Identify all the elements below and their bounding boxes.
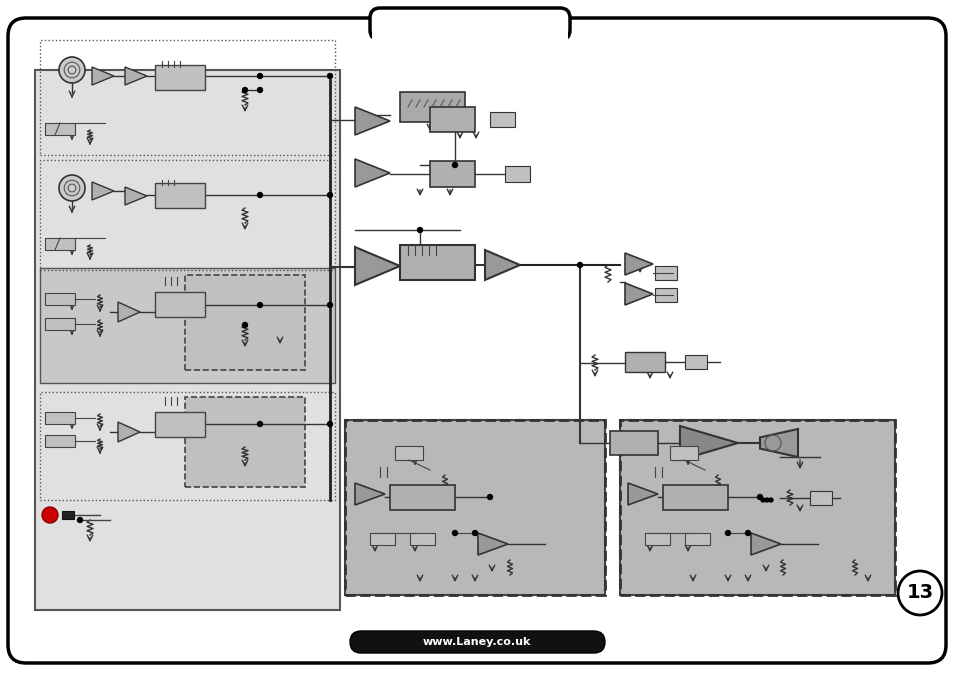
FancyBboxPatch shape <box>45 238 75 250</box>
FancyBboxPatch shape <box>399 245 475 280</box>
FancyBboxPatch shape <box>655 266 677 280</box>
FancyBboxPatch shape <box>684 533 709 545</box>
FancyBboxPatch shape <box>809 491 831 505</box>
FancyBboxPatch shape <box>350 631 604 653</box>
Circle shape <box>327 302 333 308</box>
Circle shape <box>768 498 772 502</box>
FancyBboxPatch shape <box>345 420 604 595</box>
Polygon shape <box>91 67 113 85</box>
Circle shape <box>257 74 262 78</box>
FancyBboxPatch shape <box>45 123 75 135</box>
FancyBboxPatch shape <box>399 92 464 122</box>
Polygon shape <box>750 533 781 555</box>
FancyBboxPatch shape <box>372 33 567 43</box>
FancyBboxPatch shape <box>370 8 569 40</box>
FancyBboxPatch shape <box>624 352 664 372</box>
Text: www.Laney.co.uk: www.Laney.co.uk <box>422 637 531 647</box>
FancyBboxPatch shape <box>185 397 305 487</box>
Polygon shape <box>125 67 147 85</box>
Polygon shape <box>760 429 797 457</box>
Circle shape <box>724 531 730 535</box>
FancyBboxPatch shape <box>35 70 339 610</box>
FancyBboxPatch shape <box>45 293 75 305</box>
Polygon shape <box>91 182 113 200</box>
Polygon shape <box>484 250 519 280</box>
Circle shape <box>242 88 247 92</box>
FancyBboxPatch shape <box>619 420 894 595</box>
Circle shape <box>327 74 333 78</box>
FancyBboxPatch shape <box>8 18 945 663</box>
Circle shape <box>42 507 58 523</box>
FancyBboxPatch shape <box>390 485 455 510</box>
Polygon shape <box>355 483 385 505</box>
FancyBboxPatch shape <box>430 161 475 187</box>
Circle shape <box>257 192 262 198</box>
Polygon shape <box>118 422 140 442</box>
Circle shape <box>327 421 333 427</box>
Circle shape <box>452 531 457 535</box>
FancyBboxPatch shape <box>45 435 75 447</box>
FancyBboxPatch shape <box>154 292 205 317</box>
FancyBboxPatch shape <box>154 412 205 437</box>
Circle shape <box>242 323 247 327</box>
FancyBboxPatch shape <box>40 268 335 383</box>
Circle shape <box>897 571 941 615</box>
FancyBboxPatch shape <box>504 166 530 182</box>
Circle shape <box>744 531 750 535</box>
FancyBboxPatch shape <box>490 112 515 127</box>
FancyBboxPatch shape <box>609 431 658 455</box>
Polygon shape <box>477 533 507 555</box>
FancyBboxPatch shape <box>430 107 475 132</box>
FancyBboxPatch shape <box>62 511 74 519</box>
Circle shape <box>417 227 422 232</box>
Circle shape <box>59 175 85 201</box>
FancyBboxPatch shape <box>395 446 422 460</box>
Circle shape <box>257 421 262 427</box>
Polygon shape <box>355 247 399 285</box>
Circle shape <box>760 498 764 502</box>
FancyBboxPatch shape <box>370 533 395 545</box>
Polygon shape <box>624 253 652 275</box>
FancyBboxPatch shape <box>644 533 669 545</box>
Polygon shape <box>624 283 652 305</box>
Circle shape <box>577 263 582 267</box>
FancyBboxPatch shape <box>45 412 75 424</box>
FancyBboxPatch shape <box>662 485 727 510</box>
Circle shape <box>764 498 768 502</box>
FancyBboxPatch shape <box>669 446 698 460</box>
Circle shape <box>472 531 477 535</box>
FancyBboxPatch shape <box>410 533 435 545</box>
Circle shape <box>257 302 262 308</box>
FancyBboxPatch shape <box>684 355 706 369</box>
FancyBboxPatch shape <box>154 65 205 90</box>
Polygon shape <box>679 426 738 460</box>
FancyBboxPatch shape <box>655 288 677 302</box>
FancyBboxPatch shape <box>45 318 75 330</box>
Circle shape <box>452 163 457 167</box>
Polygon shape <box>355 107 390 135</box>
FancyBboxPatch shape <box>154 183 205 208</box>
Circle shape <box>327 192 333 198</box>
Circle shape <box>59 57 85 83</box>
FancyBboxPatch shape <box>185 275 305 370</box>
Circle shape <box>757 495 761 500</box>
Polygon shape <box>355 159 390 187</box>
Polygon shape <box>125 187 147 205</box>
Circle shape <box>487 495 492 500</box>
Polygon shape <box>627 483 658 505</box>
Circle shape <box>257 88 262 92</box>
Text: 13: 13 <box>905 583 933 603</box>
Circle shape <box>77 518 82 522</box>
Polygon shape <box>118 302 140 322</box>
